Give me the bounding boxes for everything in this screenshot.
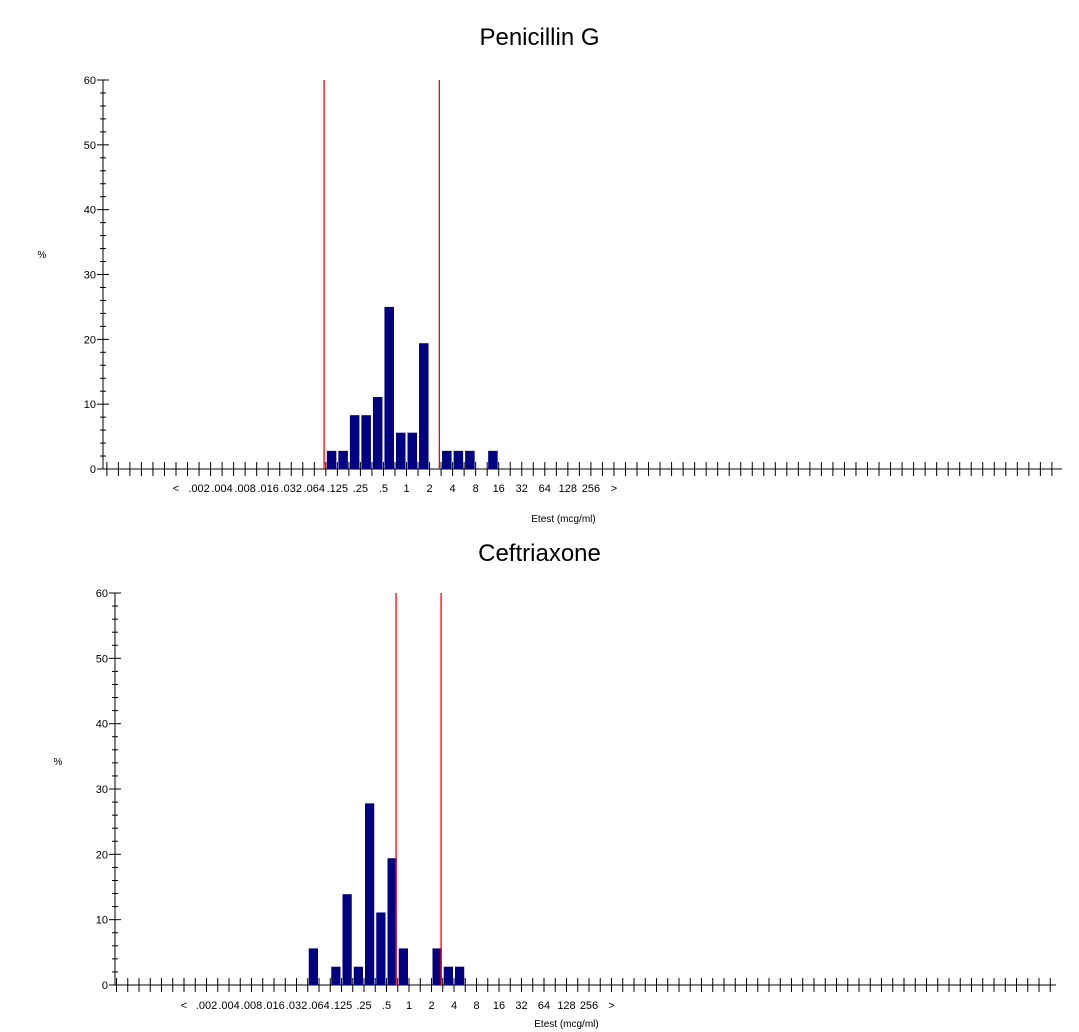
- x-tick-label: 256: [582, 483, 600, 495]
- y-axis-label: %: [54, 757, 63, 768]
- x-tick-label: .002: [188, 483, 209, 495]
- x-tick-label: 16: [493, 1000, 505, 1012]
- x-tick-label: .004: [211, 483, 232, 495]
- data-bar: [396, 433, 406, 469]
- y-axis-label: %: [38, 250, 47, 261]
- x-tick-label: .25: [356, 1000, 371, 1012]
- ceftriaxone-chart: 0 10 20 30 40 50 60% < .002.004.008.016.032.064.…: [0, 522, 1079, 1032]
- x-tick-label: .008: [234, 483, 255, 495]
- x-tick-label: >: [611, 483, 617, 495]
- x-tick-label: .004: [218, 1000, 239, 1012]
- x-tick-label: 8: [473, 483, 479, 495]
- x-tick-label: .064: [308, 1000, 329, 1012]
- x-tick-label: 8: [473, 1000, 479, 1012]
- data-bar: [350, 415, 360, 469]
- y-tick-label: 0: [102, 980, 108, 992]
- x-tick-label: .032: [286, 1000, 307, 1012]
- penicillin-chart: 0 10 20 30 40 50 60% < .002.004.008.016.032.064.…: [0, 0, 1079, 522]
- y-tick-label: 50: [96, 653, 108, 665]
- data-bar: [354, 967, 363, 985]
- x-tick-label: .5: [382, 1000, 391, 1012]
- y-tick-label: 10: [84, 399, 96, 411]
- x-axis-label: Etest (mcg/ml): [534, 1019, 598, 1030]
- data-bar: [399, 948, 408, 985]
- data-bar: [343, 894, 352, 985]
- x-tick-label: 256: [580, 1000, 598, 1012]
- y-tick-label: 20: [84, 334, 96, 346]
- y-tick-label: 60: [84, 75, 96, 87]
- data-bar: [309, 948, 318, 985]
- data-bar: [338, 451, 348, 469]
- data-bar: [331, 967, 340, 985]
- x-tick-label: <: [173, 483, 179, 495]
- x-tick-label: 4: [451, 1000, 457, 1012]
- y-tick-label: 10: [96, 915, 108, 927]
- data-bar: [384, 307, 394, 469]
- x-tick-label: 2: [428, 1000, 434, 1012]
- y-tick-label: 30: [84, 270, 96, 282]
- x-tick-label: .016: [263, 1000, 284, 1012]
- y-tick-label: 40: [84, 205, 96, 217]
- x-tick-label: 1: [403, 483, 409, 495]
- x-tick-label: .125: [327, 483, 348, 495]
- x-tick-label: .008: [241, 1000, 262, 1012]
- y-tick-label: 40: [96, 719, 108, 731]
- data-bar: [465, 451, 475, 469]
- data-bar: [488, 451, 498, 469]
- x-tick-label: 1: [406, 1000, 412, 1012]
- data-bar: [388, 858, 397, 985]
- y-tick-label: 50: [84, 140, 96, 152]
- x-tick-label: .032: [281, 483, 302, 495]
- x-tick-label: 2: [426, 483, 432, 495]
- data-bar: [419, 343, 429, 469]
- x-tick-label: 32: [515, 1000, 527, 1012]
- data-bar: [454, 451, 464, 469]
- penicillin-chart-panel: Penicillin G 0 10 20 30 40 50 60% < .002.004.008…: [0, 0, 1079, 522]
- x-tick-label: 128: [559, 483, 577, 495]
- ceftriaxone-chart-panel: Ceftriaxone 0 10 20 30 40 50 60% < .002.004.008.…: [0, 522, 1079, 1032]
- x-tick-label: >: [608, 1000, 614, 1012]
- data-bar: [433, 948, 442, 985]
- data-bar: [327, 451, 337, 469]
- x-tick-label: 16: [493, 483, 505, 495]
- data-bar: [455, 967, 464, 985]
- y-tick-label: 30: [96, 784, 108, 796]
- data-bar: [408, 433, 418, 469]
- x-tick-label: 64: [539, 483, 551, 495]
- x-tick-label: .25: [353, 483, 368, 495]
- x-tick-label: 128: [557, 1000, 575, 1012]
- x-tick-label: .016: [257, 483, 278, 495]
- x-tick-label: 32: [516, 483, 528, 495]
- data-bar: [444, 967, 453, 985]
- y-tick-label: 60: [96, 588, 108, 600]
- x-tick-label: 64: [538, 1000, 550, 1012]
- data-bar: [373, 397, 383, 469]
- x-tick-label: .5: [379, 483, 388, 495]
- y-tick-label: 20: [96, 849, 108, 861]
- data-bar: [442, 451, 452, 469]
- x-tick-label: 4: [450, 483, 456, 495]
- x-tick-label: .002: [196, 1000, 217, 1012]
- x-tick-label: .125: [331, 1000, 352, 1012]
- x-tick-label: <: [181, 1000, 187, 1012]
- data-bar: [361, 415, 371, 469]
- data-bar: [365, 803, 374, 985]
- data-bar: [376, 912, 385, 985]
- y-tick-label: 0: [90, 464, 96, 476]
- x-tick-label: .064: [304, 483, 325, 495]
